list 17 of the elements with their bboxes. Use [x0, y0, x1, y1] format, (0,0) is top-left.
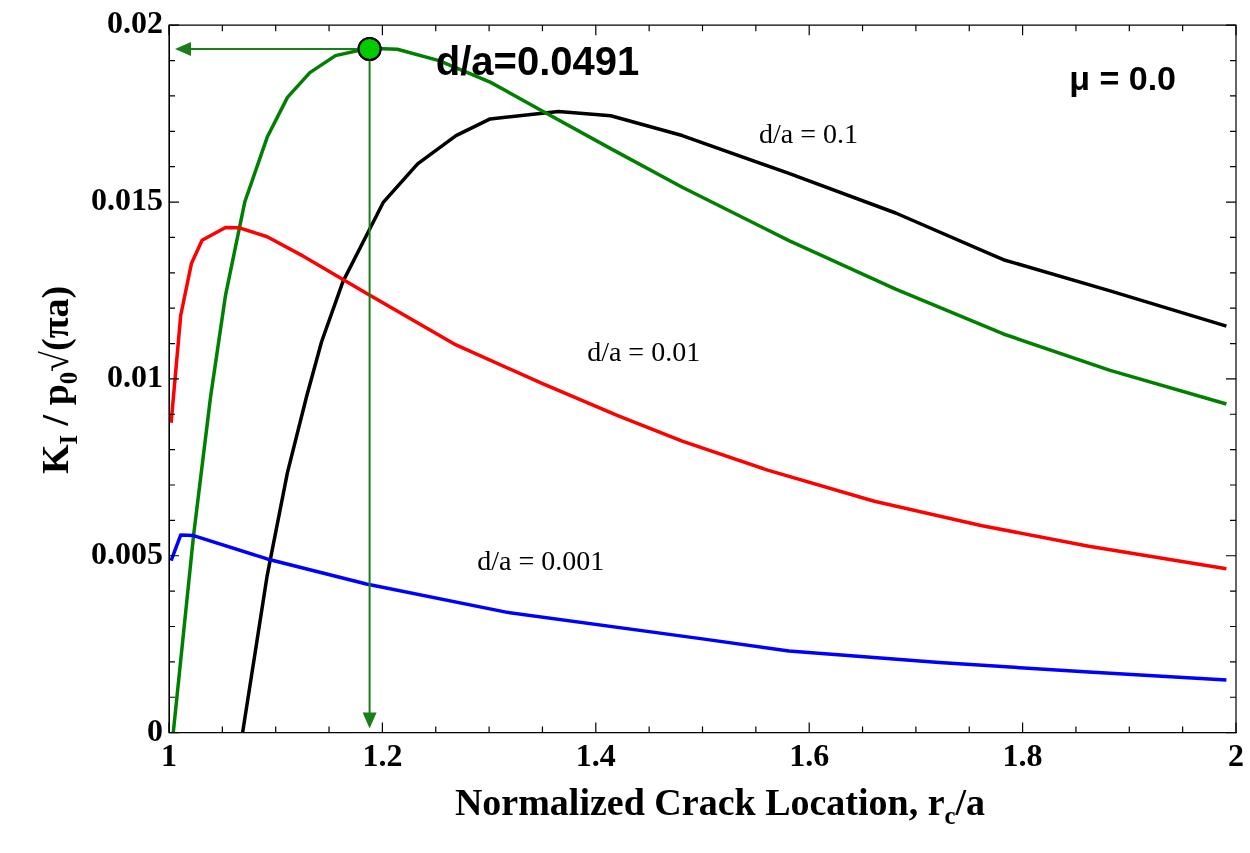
x-tick-label: 1.8: [1002, 737, 1043, 774]
x-tick-label: 1.4: [575, 737, 616, 774]
annotation: d/a=0.0491: [435, 39, 640, 84]
series-label: d/a = 0.001: [477, 544, 605, 576]
annotation: μ = 0.0: [1069, 58, 1176, 97]
y-tick-label: 0.015: [91, 181, 163, 218]
series-label: d/a = 0.1: [758, 117, 858, 149]
series-label: d/a = 0.01: [587, 335, 701, 367]
x-tick-label: 1: [161, 737, 177, 774]
x-tick-label: 2: [1228, 737, 1244, 774]
y-tick-label: 0.005: [91, 535, 163, 572]
x-axis-title: Normalized Crack Location, r$_{c}$/a: [454, 780, 986, 830]
x-tick-label: 1.6: [789, 737, 830, 774]
y-tick-label: 0.02: [107, 4, 163, 41]
y-tick-label: 0: [147, 711, 163, 748]
x-tick-label: 1.2: [362, 737, 403, 774]
y-tick-label: 0.01: [107, 358, 163, 395]
